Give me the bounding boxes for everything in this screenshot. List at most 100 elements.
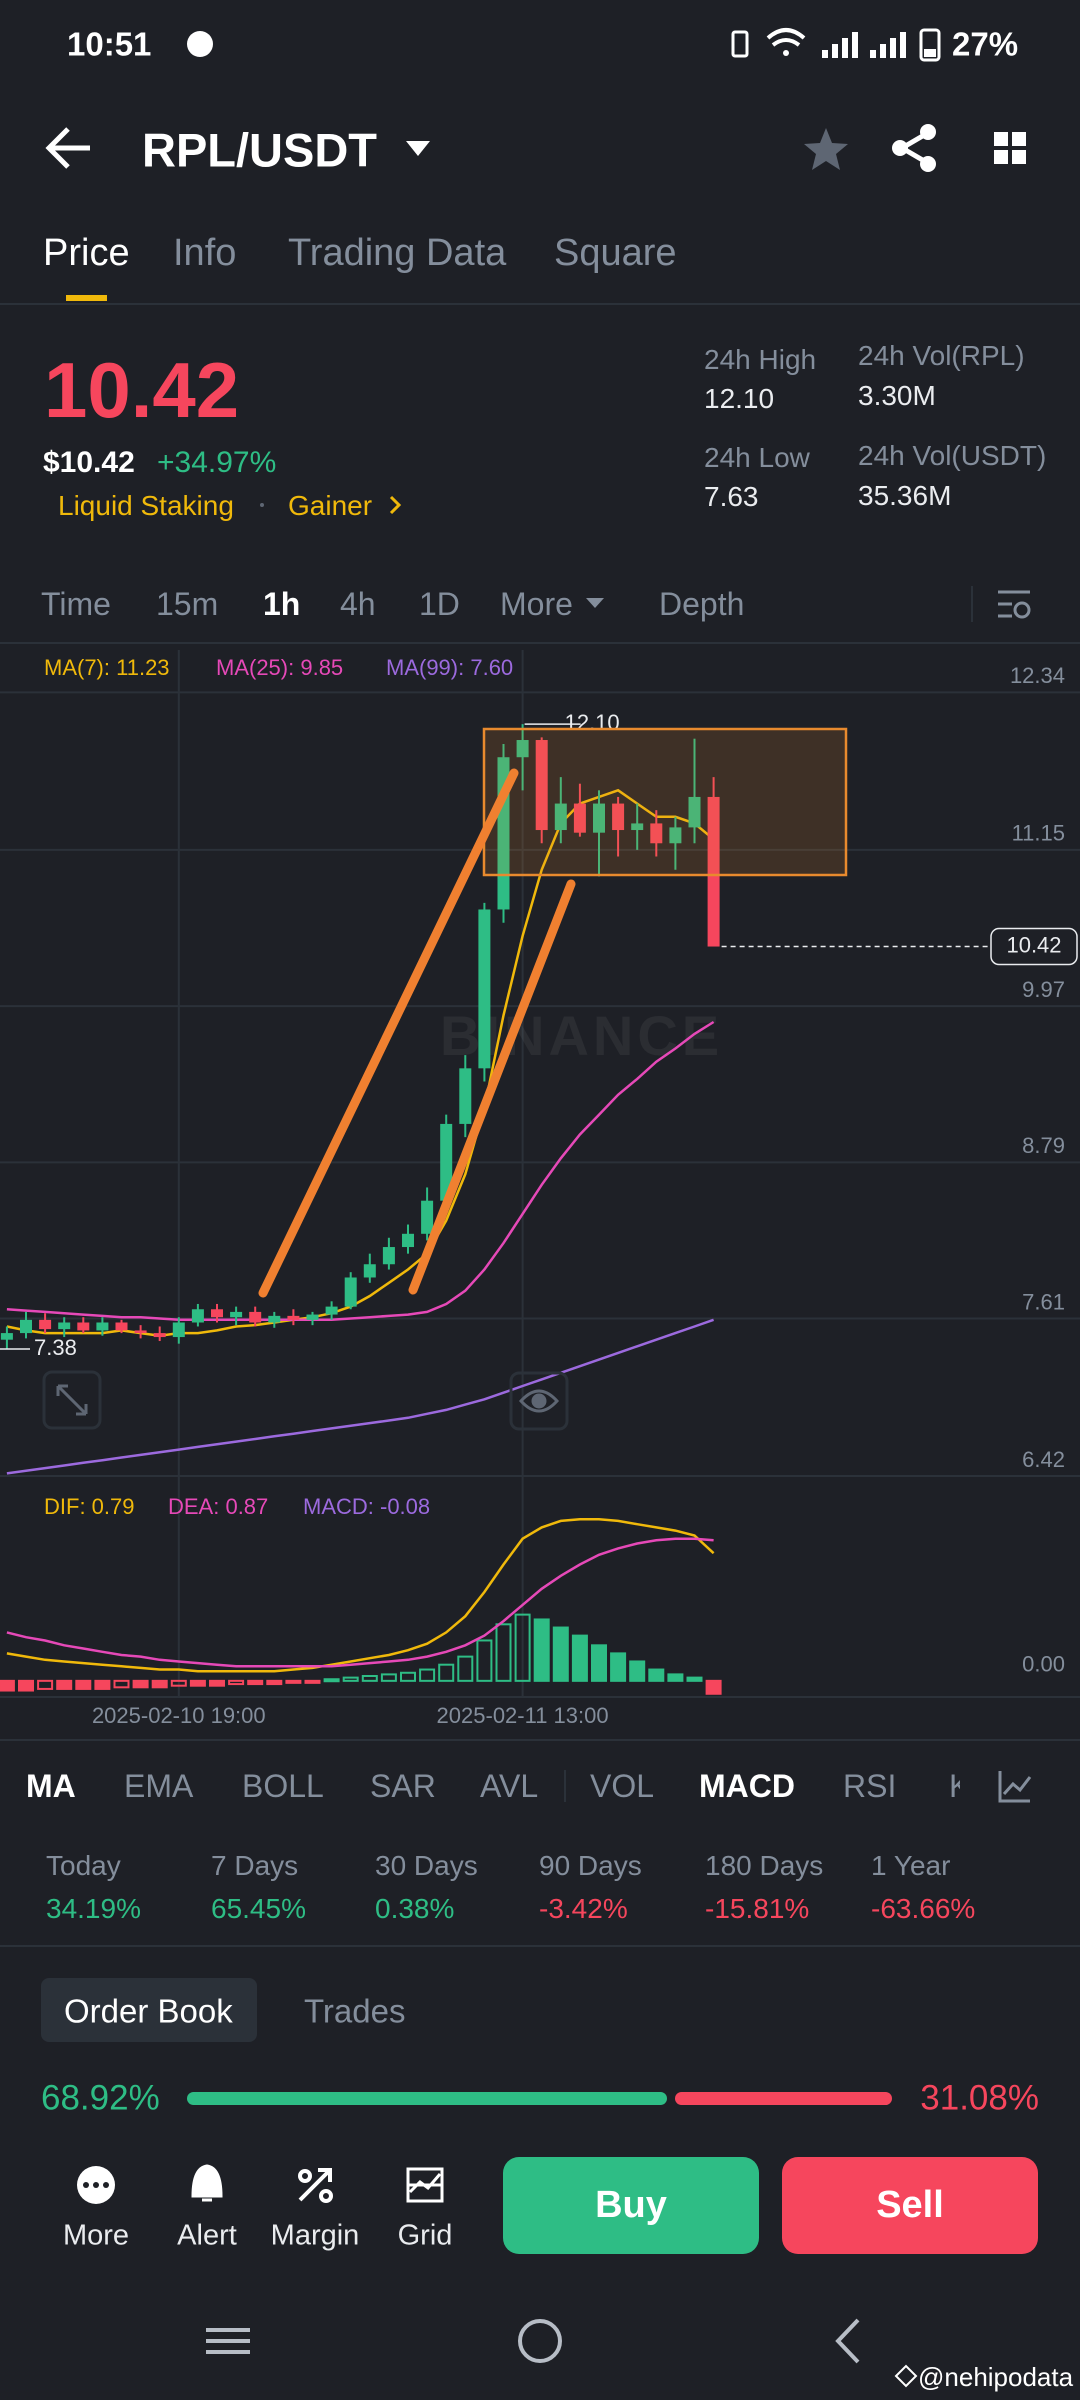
more-dropdown-icon[interactable]: [586, 598, 604, 608]
nav-recents[interactable]: [206, 2328, 250, 2354]
macd-bar: [438, 1663, 455, 1682]
indicator[interactable]: AVL: [480, 1768, 539, 1804]
signal-2: [870, 32, 906, 58]
favorite-icon[interactable]: [804, 128, 848, 170]
pair-title[interactable]: RPL/USDT: [142, 123, 377, 177]
sell-button[interactable]: Sell: [782, 2157, 1038, 2254]
macd-bar: [648, 1668, 665, 1682]
indicator[interactable]: SAR: [370, 1768, 436, 1804]
last-price-label: 10.42: [1006, 932, 1061, 957]
macd-bar: [610, 1652, 627, 1682]
indicator[interactable]: RSI: [843, 1768, 897, 1804]
x-tick-label: 2025-02-10 19:00: [92, 1703, 266, 1728]
battery-level: [924, 49, 936, 57]
tab[interactable]: Info: [173, 232, 237, 274]
candle-body: [115, 1322, 128, 1331]
candle-body: [478, 909, 491, 1069]
interval[interactable]: Time: [41, 586, 111, 622]
candle-body: [440, 1123, 453, 1201]
period-label: 90 Days: [539, 1850, 642, 1881]
last-price-tag: [990, 927, 1078, 966]
watermark-logo: [894, 2364, 918, 2388]
chart-settings-icon[interactable]: [998, 590, 1031, 619]
ma-line: [6, 788, 715, 1337]
interval[interactable]: Depth: [659, 586, 745, 622]
layout-icon[interactable]: [994, 132, 1026, 164]
more-icon[interactable]: [77, 2166, 115, 2204]
macd-bar: [304, 1679, 321, 1684]
period-label: 7 Days: [211, 1850, 299, 1881]
macd-bar: [75, 1679, 92, 1690]
back-icon[interactable]: [45, 127, 90, 169]
candle-body: [363, 1264, 376, 1278]
sell-bar: [675, 2092, 892, 2105]
indicator-active[interactable]: MACD: [699, 1768, 795, 1804]
indicator[interactable]: BOLL: [242, 1768, 324, 1804]
macd-bar: [552, 1626, 569, 1682]
pair-dropdown-icon[interactable]: [406, 141, 430, 156]
ma-legend: MA(7): 11.23: [44, 655, 170, 680]
indicator[interactable]: EMA: [124, 1768, 194, 1804]
stat-label: 24h Low: [704, 442, 810, 473]
tag[interactable]: Gainer: [288, 490, 373, 521]
macd-legend: MACD: -0.08: [303, 1494, 431, 1519]
visibility-icon[interactable]: [509, 1371, 569, 1431]
stat-value: 35.36M: [858, 480, 952, 511]
tab[interactable]: Square: [554, 232, 677, 274]
margin-icon[interactable]: [298, 2168, 333, 2203]
vibrate-icon: [731, 30, 749, 58]
indicator-active[interactable]: MA: [26, 1768, 76, 1804]
tag-chevron[interactable]: [389, 495, 402, 515]
tab-active[interactable]: Order Book: [64, 1992, 233, 2030]
y-tick-label: 9.97: [1022, 977, 1065, 1002]
interval[interactable]: 1D: [419, 586, 460, 622]
grid-icon[interactable]: [406, 2167, 444, 2203]
period-change: -3.42%: [539, 1893, 628, 1924]
action-label[interactable]: Margin: [270, 2219, 360, 2252]
tab-underline: [66, 295, 107, 301]
y-tick-label: 0.00: [1022, 1652, 1065, 1677]
alert-icon[interactable]: [191, 2164, 223, 2202]
tab[interactable]: Trading Data: [288, 232, 507, 274]
action-label[interactable]: Grid: [397, 2219, 453, 2252]
macd-bar: [94, 1679, 111, 1690]
action-label[interactable]: Alert: [177, 2219, 237, 2252]
y-tick-label: 12.34: [1010, 663, 1065, 688]
chart: 2025-02-10 19:00 2025-02-11 13:00 12.34 11.…: [0, 650, 1080, 1728]
period-label: 1 Year: [871, 1850, 951, 1881]
interval[interactable]: 15m: [156, 586, 219, 622]
macd-bar: [323, 1678, 340, 1683]
macd-bar: [514, 1613, 531, 1682]
macd-legend: DIF: 0.79: [44, 1494, 135, 1519]
interval[interactable]: 4h: [340, 586, 376, 622]
y-tick-label: 8.79: [1022, 1133, 1065, 1158]
expand-icon[interactable]: [42, 1370, 102, 1430]
candle-body: [134, 1330, 147, 1334]
tab[interactable]: Price: [43, 232, 130, 274]
macd-bar: [533, 1618, 550, 1682]
order-book-tab-bg[interactable]: [41, 1978, 257, 2042]
wifi-dot: [783, 50, 789, 56]
x-tick-label: 2025-02-11 13:00: [437, 1703, 609, 1728]
macd-bar: [113, 1679, 130, 1689]
buy-button[interactable]: Buy: [503, 2157, 759, 2254]
interval-active[interactable]: 1h: [263, 586, 301, 622]
indicator-settings-icon[interactable]: [998, 1771, 1032, 1803]
nav-home[interactable]: [518, 2319, 562, 2363]
tag[interactable]: Liquid Staking: [58, 490, 234, 521]
nav-back[interactable]: [835, 2318, 860, 2364]
candle-body: [287, 1315, 300, 1320]
signal-1: [822, 32, 858, 58]
ma-legend: MA(25): 9.85: [216, 655, 344, 680]
stat-label: 24h Vol(RPL): [858, 340, 1025, 371]
action-label[interactable]: More: [62, 2219, 130, 2252]
share-icon[interactable]: [892, 124, 936, 172]
period-label: 180 Days: [705, 1850, 824, 1881]
interval[interactable]: More: [500, 586, 573, 622]
indicator[interactable]: VOL: [590, 1768, 655, 1804]
macd-bar: [686, 1676, 703, 1682]
candle-body: [268, 1315, 281, 1323]
period-change: -15.81%: [705, 1893, 810, 1924]
tab[interactable]: Trades: [304, 1992, 406, 2030]
